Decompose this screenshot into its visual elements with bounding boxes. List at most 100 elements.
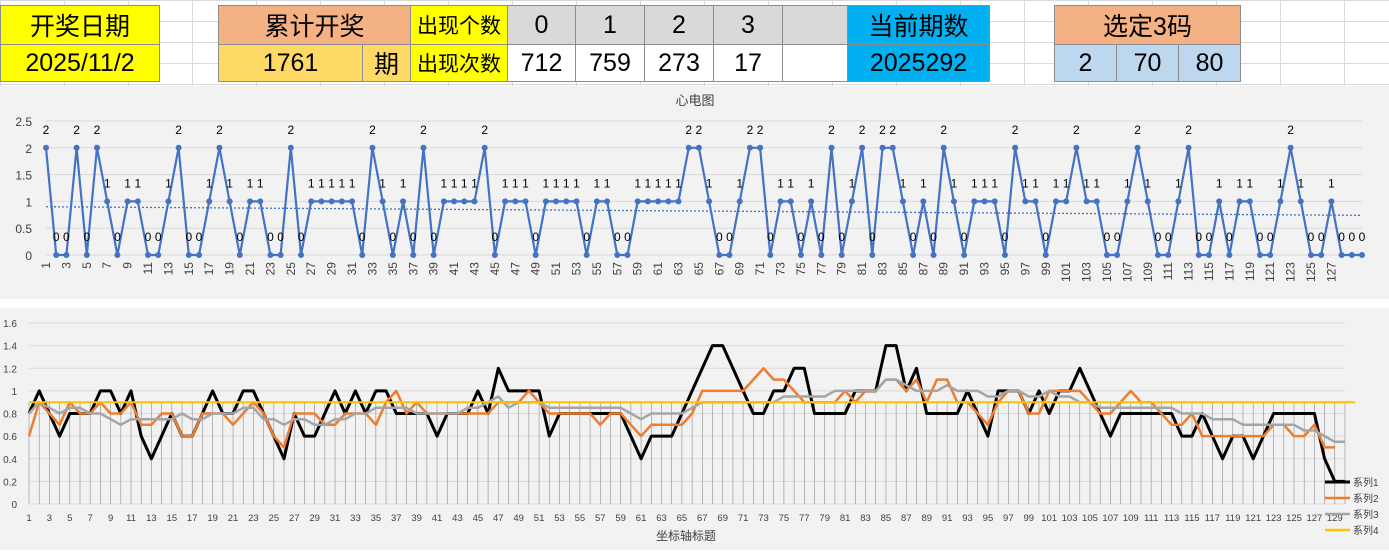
x-tick-label: 111	[1161, 262, 1175, 281]
x-tick-label: 127	[1306, 513, 1322, 524]
x-tick-label: 85	[881, 513, 892, 524]
data-label: 2	[828, 123, 835, 137]
x-tick-label: 103	[1062, 513, 1078, 524]
draw-date-value[interactable]: 2025/11/2	[0, 44, 160, 82]
number-3[interactable]: 3	[713, 5, 783, 45]
x-tick-label: 27	[289, 513, 300, 524]
data-label: 1	[318, 176, 325, 190]
data-point	[838, 252, 845, 258]
x-tick-label: 73	[758, 513, 769, 524]
x-tick-label: 43	[452, 513, 463, 524]
data-label: 1	[634, 176, 641, 190]
current-period-label[interactable]: 当前期数	[847, 5, 990, 45]
x-tick-label: 11	[126, 513, 136, 524]
data-label: 1	[461, 176, 468, 190]
data-point	[379, 198, 386, 205]
data-point	[94, 144, 101, 151]
number-1[interactable]: 1	[575, 5, 645, 45]
data-label: 1	[1175, 176, 1182, 190]
count-1[interactable]: 759	[575, 44, 645, 82]
data-label: 2	[1134, 123, 1141, 137]
count-3[interactable]: 17	[713, 44, 783, 82]
number-blank[interactable]	[782, 5, 848, 45]
series-line	[44, 146, 1362, 257]
appear-number-label[interactable]: 出现个数	[410, 5, 508, 45]
x-tick-label: 19	[207, 513, 218, 524]
x-tick-label: 89	[921, 513, 932, 524]
x-tick-label: 101	[1059, 262, 1073, 282]
data-label: 0	[114, 230, 121, 244]
cumulative-label[interactable]: 累计开奖	[218, 5, 411, 45]
data-label: 1	[665, 176, 672, 190]
data-label: 0	[798, 230, 805, 244]
data-point	[430, 252, 437, 258]
x-tick-label: 75	[794, 262, 808, 276]
data-label: 0	[267, 230, 274, 244]
data-point	[563, 198, 570, 205]
data-label: 1	[1277, 176, 1284, 190]
data-label: 2	[696, 123, 703, 137]
x-tick-label: 111	[1144, 513, 1158, 524]
data-label: 0	[838, 230, 845, 244]
selected-code-2[interactable]: 70	[1116, 44, 1179, 82]
data-label: 2	[287, 123, 294, 137]
x-tick-label: 29	[309, 513, 320, 524]
x-tick-label: 99	[1023, 513, 1034, 524]
selected-code-3[interactable]: 80	[1178, 44, 1241, 82]
x-tick-label: 9	[121, 262, 135, 269]
data-point	[1205, 252, 1212, 258]
data-point	[767, 252, 774, 258]
data-point	[726, 252, 733, 258]
appear-count-label[interactable]: 出现次数	[410, 44, 508, 82]
data-point	[1318, 252, 1325, 258]
selected-label[interactable]: 选定3码	[1054, 5, 1241, 45]
current-period-value[interactable]: 2025292	[847, 44, 990, 82]
data-label: 1	[328, 176, 335, 190]
data-label: 1	[594, 176, 601, 190]
count-blank[interactable]	[782, 44, 848, 82]
count-0[interactable]: 712	[507, 44, 576, 82]
x-tick-label: 77	[799, 513, 810, 524]
cumulative-value[interactable]: 1761	[218, 44, 363, 82]
x-tick-label: 59	[631, 262, 645, 276]
data-label: 1	[522, 176, 529, 190]
data-point	[461, 198, 468, 205]
data-label: 1	[706, 176, 713, 190]
data-label: 0	[930, 230, 937, 244]
x-tick-label: 47	[493, 513, 504, 524]
data-label: 0	[767, 230, 774, 244]
data-label: 2	[175, 123, 182, 137]
draw-date-label[interactable]: 开奖日期	[0, 5, 160, 45]
x-tick-label: 55	[575, 513, 586, 524]
data-label: 1	[451, 176, 458, 190]
data-label: 1	[1053, 176, 1060, 190]
data-point	[165, 198, 172, 205]
data-label: 1	[900, 176, 907, 190]
data-point	[573, 198, 580, 205]
data-label: 0	[145, 230, 152, 244]
data-point	[757, 144, 764, 151]
cumulative-unit[interactable]: 期	[362, 44, 411, 82]
data-label: 1	[471, 176, 478, 190]
number-2[interactable]: 2	[644, 5, 714, 45]
trend-chart[interactable]: 00.20.40.60.811.21.41.61 3 5 7 9 11 13 15 17 19 21…	[0, 308, 1389, 550]
x-tick-label: 29	[325, 262, 339, 276]
series-line-2	[27, 367, 1335, 449]
count-2[interactable]: 273	[644, 44, 714, 82]
x-tick-label: 123	[1284, 262, 1298, 282]
number-0[interactable]: 0	[507, 5, 576, 45]
data-point	[1103, 252, 1110, 258]
x-tick-label: 101	[1041, 513, 1057, 524]
ecg-chart-area[interactable]: 心电图 0 0.5 1 1.5 2 2.5 1 3 5 7 9 11 13 15 17 19 21 23 25 27 29…	[0, 86, 1389, 299]
data-point	[318, 198, 325, 205]
x-tick-label: 33	[350, 513, 361, 524]
trend-chart-area[interactable]: 0 0.2 0.4 0.6 0.8 1 1.2 1.4 1.6 1 3 5 7 9 11 13 15 17 19 21…	[0, 308, 1389, 550]
data-label: 0	[818, 230, 825, 244]
x-tick-label: 69	[733, 262, 747, 276]
selected-code-1[interactable]: 2	[1054, 44, 1117, 82]
x-tick-label: 115	[1184, 513, 1199, 524]
data-label: 2	[859, 123, 866, 137]
data-point	[73, 144, 80, 151]
data-point	[665, 198, 672, 205]
